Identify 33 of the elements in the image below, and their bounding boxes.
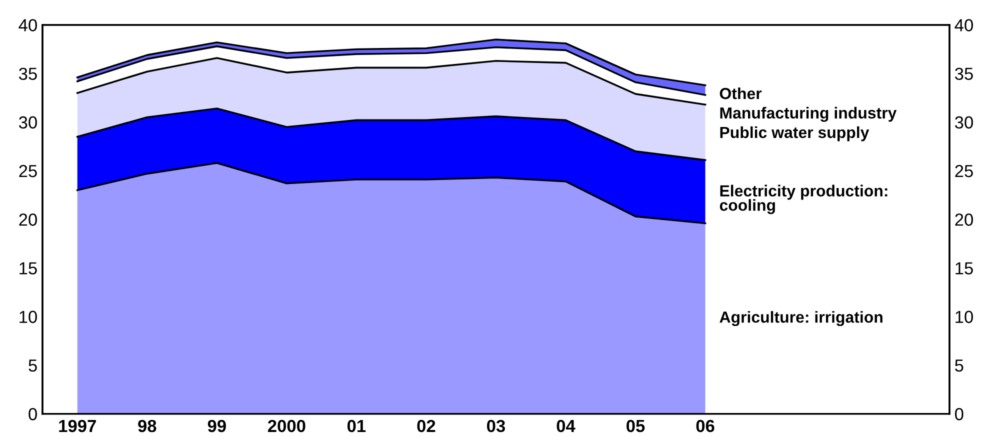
y2-tick-label: 20 [955, 214, 973, 226]
y2-tick-label: 0 [955, 408, 964, 420]
x-tick-label: 01 [347, 420, 366, 432]
series-label: Agriculture: irrigation [720, 311, 882, 326]
y2-tick-label: 5 [955, 360, 964, 372]
x-tick-label: 05 [626, 420, 645, 432]
y-tick-label: 40 [18, 19, 37, 32]
x-tick-label: 1997 [59, 420, 96, 432]
x-tick-label: 99 [208, 420, 226, 432]
y-tick-label: 10 [20, 310, 37, 324]
y2-tick-label: 35 [954, 68, 973, 80]
y2-tick-label: 10 [956, 310, 973, 324]
y2-tick-label: 30 [954, 116, 973, 129]
y-tick-label: 15 [20, 262, 37, 274]
x-tick-label: 03 [487, 420, 506, 432]
y-tick-label: 0 [28, 408, 37, 420]
y-tick-label: 25 [19, 164, 37, 178]
x-tick-label: 04 [556, 420, 576, 432]
y-tick-label: 35 [18, 68, 37, 80]
series-label: Public water supply [720, 126, 870, 142]
x-tick-label: 06 [696, 420, 714, 432]
x-tick-label: 02 [417, 420, 436, 432]
x-tick-label: 2000 [268, 420, 306, 432]
y2-tick-label: 25 [955, 164, 973, 178]
y2-tick-label: 15 [956, 262, 973, 274]
series-label: Manufacturing industry [720, 106, 897, 122]
y-tick-label: 30 [18, 116, 37, 129]
series-label: Electricity production: cooling [720, 184, 888, 214]
x-tick-label: 98 [138, 420, 156, 432]
y-tick-label: 5 [28, 360, 37, 372]
y-tick-label: 20 [19, 214, 37, 226]
series-label: Other [720, 87, 762, 100]
y2-tick-label: 40 [954, 19, 973, 32]
